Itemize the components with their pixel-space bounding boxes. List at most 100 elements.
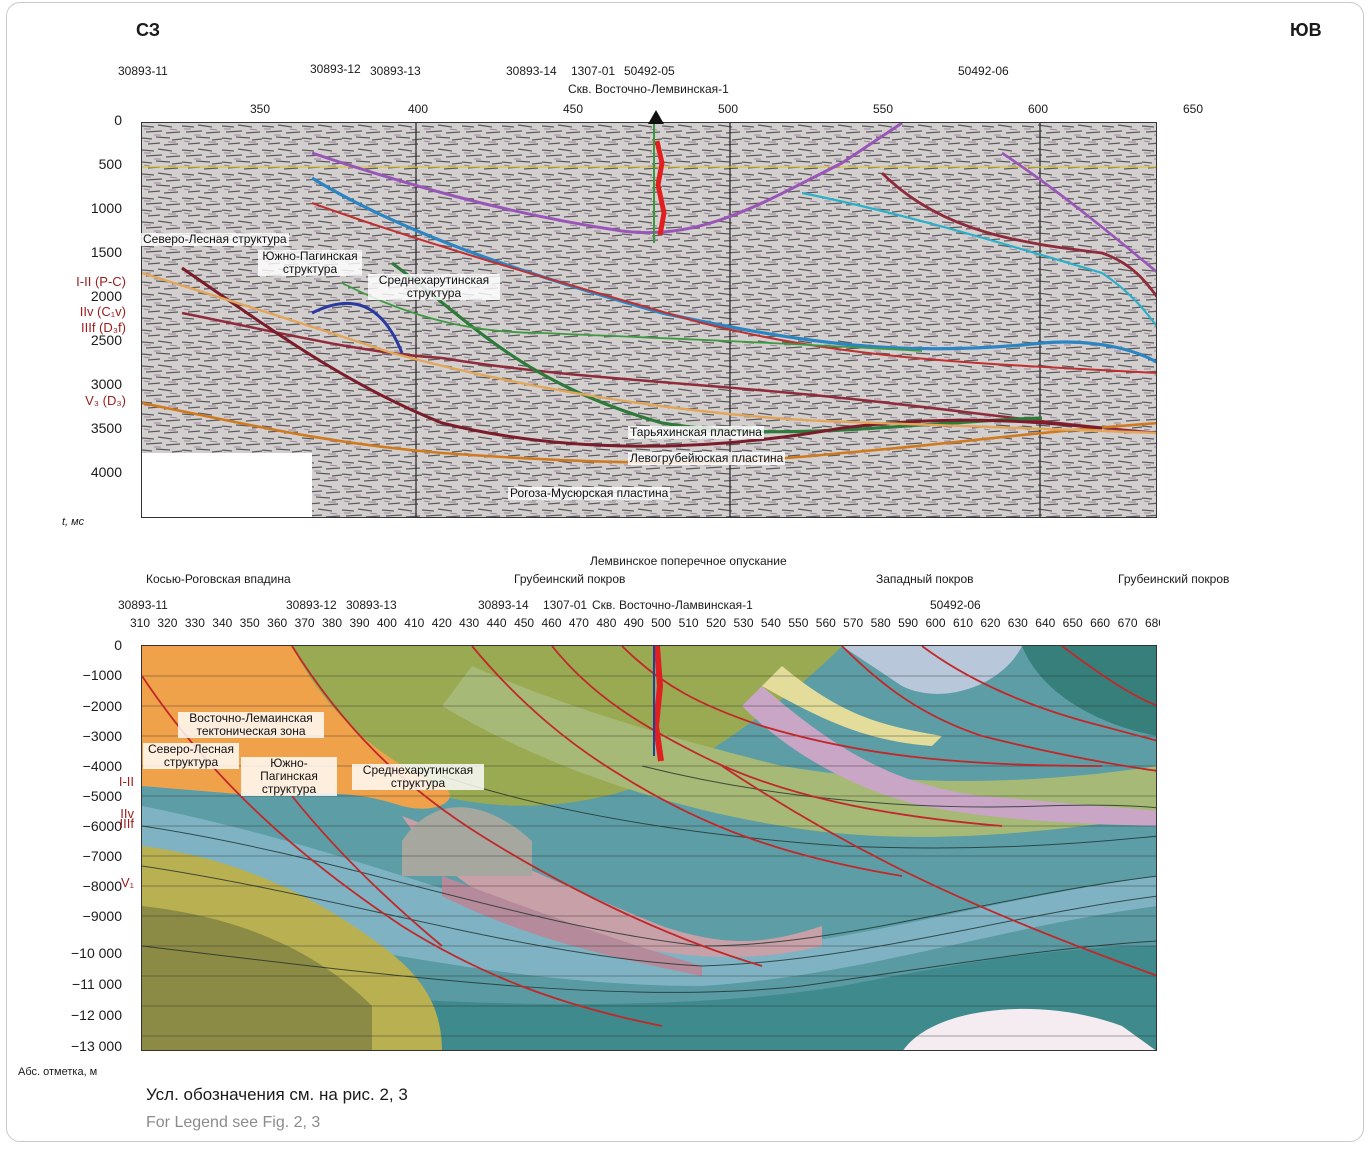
horizon-label: I-II (P-C)	[76, 274, 126, 289]
bottom-x-tick: 390	[349, 616, 369, 630]
top-y-tick: 3500	[90, 420, 122, 436]
bottom-x-tick: 560	[816, 616, 836, 630]
bottom-y-unit: Абс. отметка, м	[18, 1066, 98, 1078]
bottom-x-tick: 370	[295, 616, 315, 630]
top-x-tick: 350	[250, 102, 271, 116]
structure-label: Северо-Лесная структура	[141, 232, 289, 246]
bottom-borehole-name: Скв. Восточно-Ламвинская-1	[592, 598, 753, 612]
bottom-x-tick: 380	[322, 616, 342, 630]
horizon-label: IIv	[120, 806, 134, 821]
bottom-y-tick: −12 000	[71, 1007, 122, 1023]
bottom-x-tick: 340	[212, 616, 232, 630]
bottom-x-tick: 630	[1008, 616, 1028, 630]
plate-label: Рогоза-Мусюрская пластина	[508, 486, 671, 500]
horizon-label: V₃ (D₃)	[85, 393, 126, 408]
seismic-svg	[142, 123, 1156, 517]
caption-ru: Усл. обозначения см. на рис. 2, 3	[146, 1085, 408, 1104]
bottom-well-label: 30893-13	[346, 598, 397, 612]
direction-se: ЮВ	[1290, 20, 1322, 40]
top-x-tick: 400	[408, 102, 429, 116]
bottom-x-tick: 350	[240, 616, 260, 630]
top-x-tick: 450	[563, 102, 584, 116]
top-well-label: 30893-11	[118, 64, 168, 78]
horizon-label: I-II	[118, 774, 134, 789]
bottom-y-tick: −2000	[82, 698, 122, 714]
bottom-zone-title: Лемвинское поперечное опускание	[590, 554, 787, 568]
direction-nw: СЗ	[136, 20, 161, 40]
top-y-tick: 0	[114, 112, 122, 128]
bottom-x-tick: 430	[459, 616, 479, 630]
top-well-label: 30893-13	[370, 64, 421, 78]
structure-label: Южно-Пагинская структура	[258, 250, 362, 276]
seismic-section	[141, 122, 1157, 518]
bottom-zone: Косью-Роговская впадина	[146, 572, 291, 586]
bottom-x-tick: 310	[130, 616, 150, 630]
top-well-label: 30893-14	[506, 64, 557, 78]
top-y-unit: t, мс	[62, 516, 85, 528]
bottom-zone: Западный покров	[876, 572, 974, 586]
bottom-y-tick: 0	[114, 637, 122, 653]
bottom-y-tick: −10 000	[71, 945, 122, 961]
bottom-x-tick: 580	[871, 616, 891, 630]
structure-label: Южно-Пагинская структура	[241, 757, 337, 796]
top-y-tick: 3000	[90, 376, 122, 392]
horizon-label: IIv (C₁v)	[79, 304, 126, 319]
bottom-x-tick: 530	[733, 616, 753, 630]
bottom-x-tick: 620	[980, 616, 1000, 630]
structure-label: Среднехарутинская структура	[352, 764, 484, 790]
bottom-y-tick: −6000	[82, 818, 122, 834]
top-well-label: 30893-12	[310, 62, 361, 76]
bottom-x-tick: 600	[925, 616, 945, 630]
top-x-tick: 650	[1183, 102, 1204, 116]
bottom-x-tick: 360	[267, 616, 287, 630]
top-y-tick: 1500	[90, 244, 122, 260]
horizon-label: IIIf	[119, 816, 134, 831]
horizon-label: V₁	[120, 875, 134, 890]
bottom-y-tick: −5000	[82, 788, 122, 804]
bottom-x-tick: 610	[953, 616, 973, 630]
bottom-x-tick: 540	[761, 616, 781, 630]
figure-frame	[6, 2, 1364, 1142]
structure-label: Среднехарутинская структура	[368, 274, 500, 300]
plate-label: Левогрубейюская пластина	[628, 451, 786, 465]
caption-en: For Legend see Fig. 2, 3	[146, 1114, 321, 1131]
top-x-tick: 500	[718, 102, 739, 116]
bottom-x-tick: 640	[1035, 616, 1055, 630]
horizon-label: IIIf (D₃f)	[80, 320, 126, 335]
top-well-label: 1307-01	[571, 64, 616, 78]
plate-label: Тарьяхинская пластина	[628, 425, 764, 439]
bottom-x-tick: 330	[185, 616, 205, 630]
top-y-tick: 1000	[90, 200, 122, 216]
bottom-x-tick: 590	[898, 616, 918, 630]
bottom-x-tick: 470	[569, 616, 589, 630]
top-x-tick: 550	[873, 102, 894, 116]
bottom-well-label: 1307-01	[543, 598, 588, 612]
bottom-y-tick: −3000	[82, 728, 122, 744]
bottom-x-tick: 570	[843, 616, 863, 630]
borehole-marker-icon	[648, 110, 664, 124]
top-borehole-name: Скв. Восточно-Лемвинская-1	[568, 82, 729, 96]
bottom-x-tick: 500	[651, 616, 671, 630]
bottom-x-tick: 670	[1118, 616, 1138, 630]
bottom-x-tick: 680	[1145, 616, 1160, 630]
top-well-label: 50492-06	[958, 64, 1009, 78]
top-x-tick: 600	[1028, 102, 1049, 116]
top-y-tick: 2000	[90, 288, 122, 304]
bottom-x-tick: 650	[1063, 616, 1083, 630]
bottom-x-tick: 410	[404, 616, 424, 630]
bottom-x-tick: 440	[487, 616, 507, 630]
bottom-x-tick: 490	[624, 616, 644, 630]
bottom-y-tick: −11 000	[72, 976, 122, 992]
bottom-y-tick: −4000	[82, 758, 122, 774]
bottom-zone: Грубеинский покров	[1118, 572, 1230, 586]
bottom-x-tick: 480	[596, 616, 616, 630]
bottom-x-tick: 450	[514, 616, 534, 630]
bottom-x-tick: 400	[377, 616, 397, 630]
geology-svg	[142, 646, 1156, 1050]
bottom-y-tick: −1000	[82, 667, 122, 683]
bottom-well-label: 30893-14	[478, 598, 529, 612]
bottom-x-tick: 660	[1090, 616, 1110, 630]
bottom-x-tick: 320	[157, 616, 177, 630]
structure-label: Северо-Лесная структура	[143, 743, 239, 769]
bottom-well-label: 50492-06	[930, 598, 981, 612]
